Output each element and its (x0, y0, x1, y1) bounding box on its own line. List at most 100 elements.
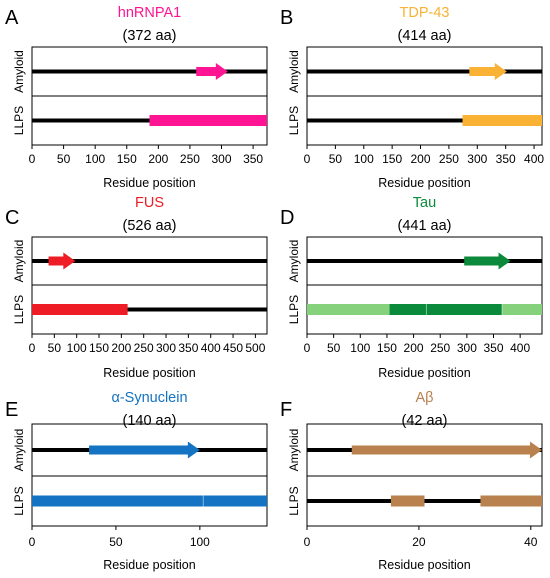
row-label-amyloid: Amyloid (12, 429, 26, 472)
x-tick-label: 150 (89, 341, 109, 355)
x-tick-label: 350 (496, 152, 516, 166)
x-tick-label: 100 (67, 341, 87, 355)
amyloid-arrow (464, 252, 511, 270)
x-axis-label: Residue position (378, 558, 470, 572)
x-tick-label: 100 (350, 341, 370, 355)
llps-region (390, 495, 425, 507)
x-tick-label: 300 (156, 341, 176, 355)
x-tick-label: 150 (377, 341, 397, 355)
x-tick-label: 150 (382, 152, 402, 166)
x-tick-label: 20 (412, 535, 426, 549)
llps-region (32, 495, 267, 507)
x-tick-label: 350 (483, 341, 503, 355)
panel-e: Eα-Synuclein (140 aa) Amyloid LLPS 0 50 100 Res… (5, 390, 268, 572)
row-label-amyloid: Amyloid (287, 240, 301, 283)
amyloid-arrow (351, 441, 542, 459)
panel-letter: E (5, 399, 18, 421)
x-tick-label: 100 (190, 535, 210, 549)
row-label-llps: LLPS (287, 106, 301, 135)
row-label-amyloid: Amyloid (287, 50, 301, 93)
row-label-llps: LLPS (287, 295, 301, 324)
x-tick-label: 50 (327, 341, 341, 355)
amyloid-arrow (48, 252, 76, 270)
row-label-llps: LLPS (12, 295, 26, 324)
row-label-llps: LLPS (12, 106, 26, 135)
x-tick-label: 250 (180, 152, 200, 166)
x-tick-label: 0 (304, 535, 311, 549)
x-tick-label: 0 (304, 152, 311, 166)
x-tick-label: 300 (467, 152, 487, 166)
x-tick-label: 50 (57, 152, 71, 166)
x-tick-label: 200 (148, 152, 168, 166)
x-tick-label: 0 (29, 341, 36, 355)
x-tick-label: 300 (212, 152, 232, 166)
x-tick-label: 100 (354, 152, 374, 166)
x-tick-label: 250 (439, 152, 459, 166)
amyloid-arrow (89, 441, 200, 459)
panel-letter: C (5, 207, 19, 229)
panel-letter: D (280, 207, 294, 229)
protein-length: (140 aa) (122, 413, 176, 429)
x-tick-label: 300 (457, 341, 477, 355)
x-tick-label: 150 (117, 152, 137, 166)
protein-name: hnRNPA1 (118, 5, 181, 21)
x-tick-label: 0 (29, 535, 36, 549)
x-tick-label: 200 (411, 152, 431, 166)
x-tick-label: 100 (85, 152, 105, 166)
panel-d: D Tau (441 aa) Amyloid LLPS 0 50 100 150 200 250 30… (280, 195, 543, 380)
x-tick-label: 0 (29, 152, 36, 166)
protein-length: (526 aa) (122, 218, 176, 234)
protein-name: TDP-43 (400, 5, 450, 21)
x-tick-label: 250 (134, 341, 154, 355)
panel-frame (306, 423, 543, 527)
x-tick-label: 400 (201, 341, 221, 355)
protein-length: (441 aa) (397, 218, 451, 234)
protein-name: FUS (135, 195, 164, 211)
row-label-amyloid: Amyloid (287, 429, 301, 472)
x-tick-label: 400 (524, 152, 544, 166)
x-tick-label: 400 (510, 341, 530, 355)
panel-b: B TDP-43 (414 aa) Amyloid LLPS 0 50 100 150 200 25… (280, 5, 544, 190)
llps-region (462, 115, 542, 126)
x-tick-label: 350 (178, 341, 198, 355)
amyloid-arrow (196, 63, 228, 80)
x-tick-label: 200 (111, 341, 131, 355)
x-tick-label: 50 (329, 152, 343, 166)
x-axis-label: Residue position (378, 366, 470, 380)
x-axis-label: Residue position (103, 176, 195, 190)
protein-name: Tau (413, 195, 436, 211)
panel-frame (31, 423, 268, 527)
amyloid-arrow (469, 63, 507, 80)
x-tick-label: 50 (109, 535, 123, 549)
row-label-llps: LLPS (287, 486, 301, 515)
x-tick-label: 500 (245, 341, 265, 355)
x-tick-label: 350 (243, 152, 263, 166)
protein-length: (372 aa) (122, 28, 176, 44)
row-label-llps: LLPS (12, 486, 26, 515)
row-label-amyloid: Amyloid (12, 240, 26, 283)
llps-region (480, 495, 542, 507)
x-axis-label: Residue position (378, 176, 470, 190)
x-tick-label: 450 (223, 341, 243, 355)
panel-letter: F (280, 399, 292, 421)
x-tick-label: 40 (524, 535, 538, 549)
llps-region (32, 304, 128, 315)
llps-region (389, 304, 503, 315)
llps-region (149, 115, 267, 126)
x-tick-label: 50 (48, 341, 62, 355)
protein-length: (414 aa) (397, 28, 451, 44)
row-label-amyloid: Amyloid (12, 50, 26, 93)
x-tick-label: 200 (404, 341, 424, 355)
panel-letter: A (5, 7, 19, 29)
panel-c: C FUS (526 aa) Amyloid LLPS 0 50 100 150 200 250 30… (5, 195, 268, 380)
panel-letter: B (280, 7, 293, 29)
panel-f: F Aβ (42 aa) Amyloid LLPS 0 20 40 Residue positi… (280, 390, 543, 572)
protein-name: Aβ (415, 390, 433, 406)
x-tick-label: 0 (304, 341, 311, 355)
protein-name: α-Synuclein (111, 390, 187, 406)
x-axis-label: Residue position (103, 366, 195, 380)
x-axis-label: Residue position (103, 558, 195, 572)
x-tick-label: 250 (430, 341, 450, 355)
